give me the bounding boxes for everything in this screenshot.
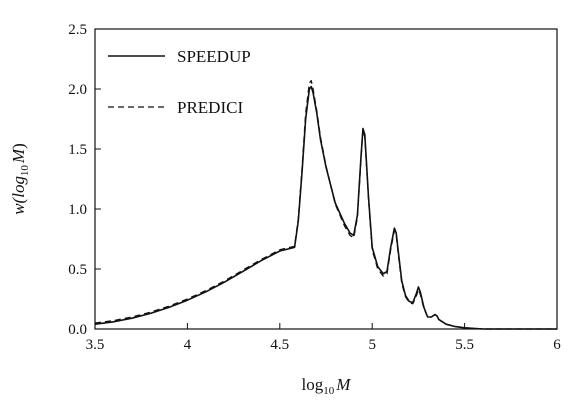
y-tick-label: 0.5 <box>68 262 87 278</box>
x-axis-title-var: M <box>335 375 351 394</box>
y-axis-title-prefix: w(log <box>9 176 28 215</box>
y-axis-title-var: M <box>9 148 28 164</box>
x-axis-title-sub: 10 <box>323 385 335 397</box>
x-axis-title: log10 M <box>302 375 352 397</box>
y-tick-label: 1.5 <box>68 142 87 158</box>
plot-frame <box>94 28 558 330</box>
y-tick-label: 0.0 <box>68 322 87 338</box>
y-axis: 0.0 0.5 1.0 1.5 2.0 2.5 <box>68 22 101 338</box>
x-tick-label: 3.5 <box>86 337 105 353</box>
x-axis: 3.5 4 4.5 5 5.5 6 <box>86 323 561 353</box>
y-axis-title-suffix: ) <box>9 143 28 149</box>
series-line-predici <box>94 79 557 330</box>
series-layer <box>94 79 557 330</box>
y-axis-title: w(log10M) <box>9 143 31 215</box>
x-tick-label: 5.5 <box>455 337 474 353</box>
y-tick-label: 1.0 <box>68 202 87 218</box>
legend-label-predici: PREDICI <box>177 98 243 117</box>
y-axis-title-sub: 10 <box>19 165 31 177</box>
y-tick-label: 2.5 <box>68 22 87 38</box>
legend: SPEEDUP PREDICI <box>108 47 251 117</box>
y-tick-label: 2.0 <box>68 82 87 98</box>
x-tick-label: 4.5 <box>270 337 289 353</box>
x-tick-label: 6 <box>553 337 561 353</box>
x-axis-title-base: log <box>302 375 324 394</box>
plot-border <box>94 28 558 330</box>
x-tick-label: 5 <box>368 337 376 353</box>
series-line-speedup <box>94 85 557 330</box>
x-tick-label: 4 <box>184 337 192 353</box>
legend-label-speedup: SPEEDUP <box>177 47 251 66</box>
